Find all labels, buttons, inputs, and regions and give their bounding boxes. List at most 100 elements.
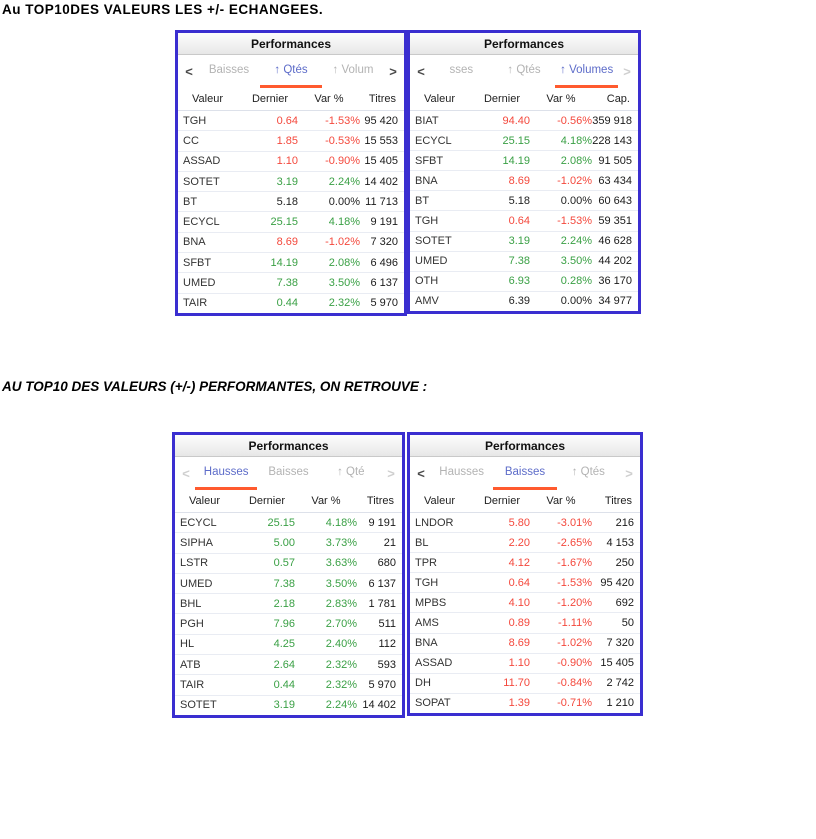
tab-baisses[interactable]: Baisses [493,457,557,490]
cell-valeur: ASSAD [415,657,453,670]
table-row[interactable]: SFBT 14.19 2.08% 91 505 [410,150,638,171]
table-row[interactable]: BNA 8.69 -1.02% 7 320 [178,231,404,253]
tabs-next-icon[interactable]: > [389,64,397,79]
table-row[interactable]: BT 5.18 0.00% 11 713 [178,191,404,212]
table-row[interactable]: ECYCL 25.15 4.18% 228 143 [410,130,638,151]
table-row[interactable]: BL 2.20 -2.65% 4 153 [410,532,640,553]
tabs-prev-icon[interactable]: < [185,64,193,79]
table-row[interactable]: TAIR 0.44 2.32% 5 970 [175,674,402,695]
tab-qt-s[interactable]: ↑ Qtés [571,466,605,478]
cell-var: -0.84% [557,677,592,690]
cell-quantity: 15 553 [364,134,398,147]
table-row[interactable]: CC 1.85 -0.53% 15 553 [178,130,404,151]
cell-dernier: 3.19 [276,175,298,188]
tab-baisses[interactable]: Baisses [208,64,250,76]
cell-quantity: 46 628 [598,235,632,248]
table-body: TGH 0.64 -1.53% 95 420 CC 1.85 -0.53% 15 553 ASS… [178,111,404,313]
table-row[interactable]: AMV 6.39 0.00% 34 977 [410,290,638,311]
cell-var: -1.20% [557,596,592,609]
tabs-next-icon[interactable]: > [623,64,631,79]
table-row[interactable]: LSTR 0.57 3.63% 680 [175,552,402,573]
table-body: LNDOR 5.80 -3.01% 216 BL 2.20 -2.65% 4 153 TPR 4.… [410,513,640,713]
table-row[interactable]: PGH 7.96 2.70% 511 [175,613,402,634]
table-row[interactable]: UMED 7.38 3.50% 6 137 [178,272,404,293]
tab-qt-s[interactable]: ↑ Qtés [507,64,541,76]
cell-dernier: 0.57 [273,557,295,570]
cell-valeur: LNDOR [415,516,454,529]
table-row[interactable]: ATB 2.64 2.32% 593 [175,654,402,675]
table-row[interactable]: TGH 0.64 -1.53% 59 351 [410,210,638,231]
cell-quantity: 95 420 [364,114,398,127]
section-heading-exchanges: Au TOP10DES VALEURS LES +/- ECHANGEES. [2,2,324,17]
column-header: Var % [546,93,576,105]
cell-valeur: ATB [180,658,201,671]
column-header-row: Valeur Dernier Var % Titres [175,490,402,513]
table-row[interactable]: SFBT 14.19 2.08% 6 496 [178,252,404,273]
table-row[interactable]: DH 11.70 -0.84% 2 742 [410,672,640,693]
table-row[interactable]: TPR 4.12 -1.67% 250 [410,552,640,573]
table-row[interactable]: HL 4.25 2.40% 112 [175,633,402,655]
tabs-prev-icon[interactable]: < [417,64,425,79]
cell-valeur: BNA [415,637,438,650]
table-row[interactable]: BHL 2.18 2.83% 1 781 [175,593,402,614]
table-row[interactable]: OTH 6.93 0.28% 36 170 [410,270,638,291]
cell-quantity: 91 505 [598,154,632,167]
table-row[interactable]: AMS 0.89 -1.11% 50 [410,612,640,633]
table-row[interactable]: SOTET 3.19 2.24% 14 402 [178,170,404,192]
cell-valeur: ECYCL [183,216,220,229]
table-row[interactable]: ECYCL 25.15 4.18% 9 191 [178,211,404,232]
cell-quantity: 95 420 [600,576,634,589]
cell-dernier: 0.64 [508,215,530,228]
tab-volumes[interactable]: ↑ Volumes [555,55,619,88]
table-row[interactable]: SOTET 3.19 2.24% 46 628 [410,230,638,251]
cell-dernier: 25.15 [267,516,295,529]
table-row[interactable]: ECYCL 25.15 4.18% 9 191 [175,513,402,533]
cell-dernier: 5.00 [273,536,295,549]
tabs-prev-icon[interactable]: < [182,466,190,481]
tab-sses[interactable]: sses [449,64,474,76]
tab-qt-s[interactable]: ↑ Qtés [260,55,322,88]
tab-qt[interactable]: ↑ Qté [337,466,365,478]
cell-valeur: PGH [180,618,204,631]
tab-hausses[interactable]: Hausses [195,457,258,490]
cell-quantity: 63 434 [598,174,632,187]
cell-valeur: ASSAD [183,155,221,168]
panel-title: Performances [410,33,638,55]
cell-var: 2.08% [328,256,360,269]
cell-valeur: BHL [180,597,202,610]
table-row[interactable]: ASSAD 1.10 -0.90% 15 405 [410,652,640,673]
performances-widget-baisses: Performances < Hausses Baisses ↑ Qtés > Val… [407,432,643,716]
table-row[interactable]: SOPAT 1.39 -0.71% 1 210 [410,692,640,713]
table-row[interactable]: MPBS 4.10 -1.20% 692 [410,592,640,613]
cell-var: 0.28% [560,275,592,288]
column-header: Dernier [251,93,289,105]
tabs-next-icon[interactable]: > [625,466,633,481]
table-row[interactable]: TAIR 0.44 2.32% 5 970 [178,292,404,313]
cell-var: -1.53% [557,215,592,228]
table-row[interactable]: SIPHA 5.00 3.73% 21 [175,532,402,553]
panel-title: Performances [178,33,404,55]
table-row[interactable]: UMED 7.38 3.50% 44 202 [410,250,638,271]
table-row[interactable]: TGH 0.64 -1.53% 95 420 [410,572,640,593]
tabs-next-icon[interactable]: > [387,466,395,481]
tab-volum[interactable]: ↑ Volum [332,64,374,76]
table-row[interactable]: BIAT 94.40 -0.56% 359 918 [410,111,638,131]
table-row[interactable]: ASSAD 1.10 -0.90% 15 405 [178,150,404,171]
table-row[interactable]: BNA 8.69 -1.02% 7 320 [410,632,640,653]
tabs-prev-icon[interactable]: < [417,466,425,481]
table-row[interactable]: SOTET 3.19 2.24% 14 402 [175,694,402,715]
table-row[interactable]: BT 5.18 0.00% 60 643 [410,190,638,211]
cell-dernier: 6.39 [508,295,530,308]
tab-hausses[interactable]: Hausses [439,466,485,478]
table-row[interactable]: BNA 8.69 -1.02% 63 434 [410,170,638,191]
table-row[interactable]: LNDOR 5.80 -3.01% 216 [410,513,640,533]
cell-var: -1.67% [557,556,592,569]
table-row[interactable]: TGH 0.64 -1.53% 95 420 [178,111,404,131]
cell-var: 4.18% [560,134,592,147]
tab-baisses[interactable]: Baisses [268,466,309,478]
cell-var: 2.24% [328,175,360,188]
table-row[interactable]: UMED 7.38 3.50% 6 137 [175,572,402,594]
cell-valeur: TGH [183,114,207,127]
cell-dernier: 25.15 [502,134,530,147]
cell-valeur: UMED [183,277,216,290]
